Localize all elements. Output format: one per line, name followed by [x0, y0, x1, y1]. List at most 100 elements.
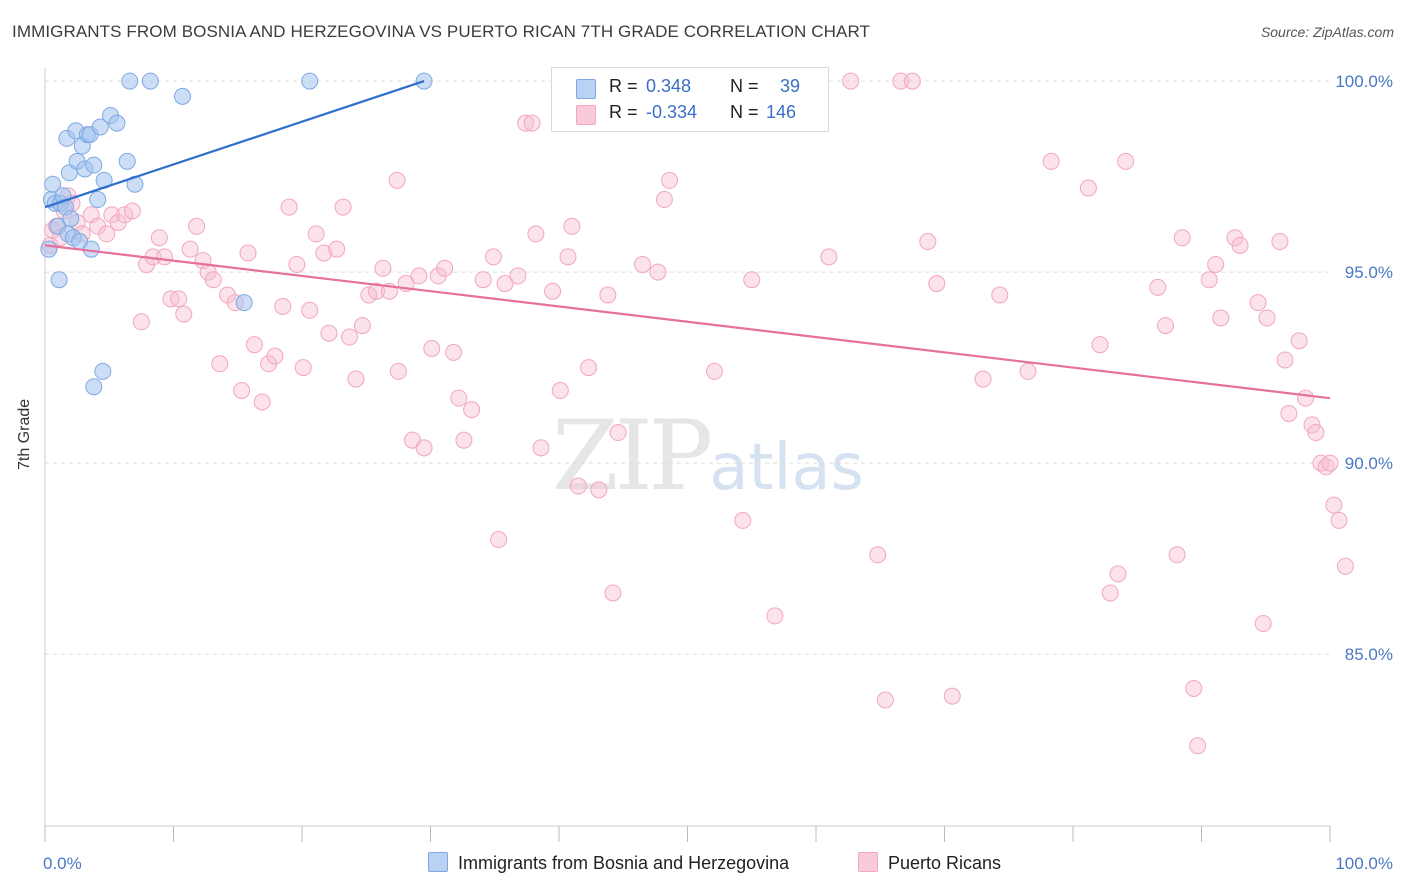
bosnia-point	[40, 240, 58, 258]
puerto-rican-point	[876, 691, 894, 709]
puerto-rican-point	[634, 255, 652, 273]
puerto-rican-point	[150, 229, 168, 247]
puerto-rican-point	[334, 198, 352, 216]
puerto-rican-point	[1168, 546, 1186, 564]
puerto-rican-point	[1297, 389, 1315, 407]
puerto-rican-point	[116, 206, 134, 224]
puerto-rican-point	[288, 255, 306, 273]
puerto-rican-point	[347, 370, 365, 388]
puerto-rican-point	[353, 317, 371, 335]
puerto-rican-point	[123, 202, 141, 220]
puerto-rican-point	[423, 340, 441, 357]
puerto-rican-point	[892, 72, 910, 90]
bosnia-point	[89, 191, 107, 209]
puerto-rican-point	[1173, 229, 1191, 247]
puerto-rican-point	[445, 343, 463, 361]
chart-title: IMMIGRANTS FROM BOSNIA AND HERZEGOVINA V…	[12, 22, 871, 41]
puerto-rican-point	[280, 198, 298, 216]
bosnia-point	[62, 210, 80, 228]
puerto-rican-point	[388, 171, 406, 189]
puerto-rican-point	[175, 305, 193, 323]
puerto-rican-point	[743, 271, 761, 289]
bottom-legend-label-bosnia: Immigrants from Bosnia and Herzegovina	[458, 853, 790, 873]
puerto-rican-point	[1249, 294, 1267, 312]
x-tick-label-max: 100.0%	[1335, 854, 1393, 873]
puerto-rican-point	[1200, 271, 1218, 289]
correlation-legend: R = 0.348 N = 39 R = -0.334 N = 146	[551, 67, 829, 132]
puerto-rican-point	[245, 336, 263, 354]
puerto-rican-point	[181, 240, 199, 258]
bosnia-point	[141, 72, 159, 90]
puerto-rican-point	[1042, 152, 1060, 170]
puerto-rican-point	[1254, 615, 1272, 633]
puerto-rican-point	[484, 248, 502, 266]
puerto-rican-point	[1307, 424, 1325, 442]
puerto-rican-point	[294, 359, 312, 377]
puerto-rican-point	[1149, 278, 1167, 296]
puerto-rican-point	[1189, 737, 1207, 755]
puerto-rican-point	[551, 382, 569, 400]
puerto-rican-point	[307, 225, 325, 243]
puerto-rican-point	[1207, 255, 1225, 273]
puerto-rican-point	[705, 362, 723, 380]
watermark-atlas: atlas	[709, 431, 864, 505]
puerto-rican-point	[170, 290, 188, 308]
puerto-rican-point	[1019, 362, 1037, 380]
puerto-rican-point	[1325, 496, 1343, 514]
puerto-rican-point	[463, 401, 481, 419]
watermark-zip: ZIP	[552, 400, 713, 512]
legend-r-value: -0.334	[646, 102, 698, 122]
puerto-rican-point	[509, 267, 527, 285]
puerto-rican-point	[490, 531, 508, 548]
legend-swatch-pink	[576, 105, 596, 125]
y-tick-label: 90.0%	[1345, 454, 1393, 473]
bottom-legend-item-puerto-ricans: Puerto Ricans	[858, 852, 1001, 874]
puerto-rican-point	[98, 225, 116, 243]
legend-r-label: R =	[609, 76, 638, 96]
bosnia-point	[108, 114, 126, 132]
puerto-rican-point	[1271, 233, 1289, 251]
puerto-rican-point	[301, 301, 319, 319]
puerto-rican-point	[1280, 404, 1298, 422]
puerto-rican-point	[523, 114, 541, 132]
puerto-rican-point	[1330, 511, 1348, 529]
puerto-rican-point	[1101, 584, 1119, 602]
puerto-rican-point	[1231, 236, 1249, 254]
puerto-rican-point	[517, 114, 535, 132]
y-tick-label: 85.0%	[1345, 645, 1393, 664]
puerto-rican-point	[1258, 309, 1276, 327]
puerto-rican-point	[544, 282, 562, 300]
legend-r-label: R =	[609, 102, 638, 122]
puerto-rican-point	[1091, 336, 1109, 354]
puerto-rican-point	[532, 439, 550, 457]
puerto-rican-point	[580, 359, 598, 377]
y-axis-label: 7th Grade	[16, 398, 33, 470]
bottom-legend-swatch-blue	[428, 852, 448, 872]
bottom-legend-swatch-pink	[858, 852, 878, 872]
bosnia-point	[173, 87, 191, 105]
puerto-rican-point	[204, 271, 222, 289]
legend-n-label: N =	[730, 102, 759, 122]
puerto-rican-point	[253, 393, 271, 411]
puerto-rican-point	[527, 225, 545, 243]
puerto-rican-point	[474, 271, 492, 289]
puerto-rican-point	[599, 286, 617, 304]
puerto-rican-point	[328, 240, 346, 258]
puerto-rican-point	[450, 389, 468, 407]
bottom-legend-item-bosnia: Immigrants from Bosnia and Herzegovina	[428, 852, 789, 874]
bosnia-trend-line	[44, 80, 425, 209]
puerto-rican-point	[436, 259, 454, 277]
bosnia-point	[301, 72, 319, 90]
puerto-rican-point	[266, 347, 284, 365]
puerto-rican-point	[991, 286, 1009, 304]
puerto-rican-point	[132, 313, 150, 331]
puerto-rican-point	[903, 72, 921, 90]
legend-r-value: 0.348	[646, 76, 692, 96]
bosnia-point	[50, 271, 68, 289]
puerto-rican-point	[919, 233, 937, 251]
puerto-rican-point	[974, 370, 992, 388]
puerto-rican-point	[734, 511, 752, 529]
puerto-rican-point	[655, 191, 673, 209]
puerto-rican-point	[559, 248, 577, 266]
